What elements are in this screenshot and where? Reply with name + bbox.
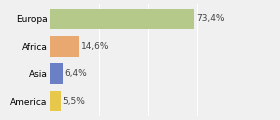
Bar bbox=[50, 91, 61, 111]
Text: 14,6%: 14,6% bbox=[81, 42, 109, 51]
Bar bbox=[50, 63, 63, 84]
Bar bbox=[50, 9, 194, 29]
Text: 6,4%: 6,4% bbox=[64, 69, 87, 78]
Text: 5,5%: 5,5% bbox=[63, 96, 86, 105]
Bar bbox=[50, 36, 79, 57]
Text: 73,4%: 73,4% bbox=[196, 15, 224, 24]
